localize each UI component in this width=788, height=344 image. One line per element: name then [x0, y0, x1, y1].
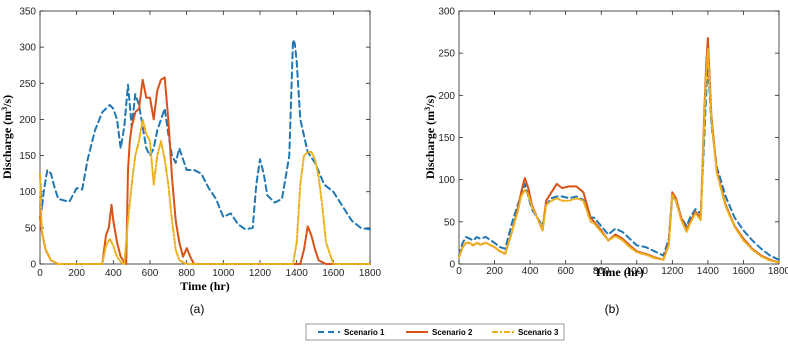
plot-area-a [39, 10, 371, 265]
y-tick-label: 50 [444, 217, 456, 228]
y-ticks-a: 0 50 100 150 200 250 300 350 [19, 7, 370, 271]
y-tick-label: 0 [449, 260, 455, 271]
x-tick-label: 1000 [626, 266, 649, 277]
x-tick-label: 1800 [359, 268, 382, 279]
x-tick-label: 200 [486, 266, 503, 277]
y-tick-label: 100 [438, 175, 455, 186]
y-tick-label: 50 [25, 223, 37, 234]
y-tick-label: 150 [438, 133, 455, 144]
y-tick-label: 0 [30, 260, 36, 271]
x-tick-label: 1200 [249, 268, 272, 279]
x-tick-label: 800 [178, 268, 195, 279]
y-tick-label: 350 [19, 7, 36, 18]
x-tick-label: 400 [522, 266, 539, 277]
x-axis-label-b: Time (hr) [594, 265, 643, 279]
x-ticks-b: 0 200 400 600 800 1000 1200 1400 1600 1800 [456, 11, 788, 277]
series-group-a [39, 38, 371, 265]
series-line-3 [458, 48, 780, 264]
x-tick-label: 600 [142, 268, 159, 279]
x-tick-label: 1600 [732, 266, 755, 277]
x-ticks-a: 0 200 400 600 800 1000 1200 1400 1600 1800 [37, 11, 382, 279]
legend-label-3: Scenario 3 [518, 328, 559, 337]
x-tick-label: 0 [37, 268, 43, 279]
y-tick-label: 100 [19, 187, 36, 198]
panel-caption-a: (a) [190, 302, 205, 316]
legend-items: Scenario 1 Scenario 2 Scenario 3 [318, 328, 559, 337]
y-ticks-b: 0 50 100 150 200 250 300 [438, 7, 779, 271]
chart-panel-b: 0 50 100 150 200 250 300 0 200 400 600 800 1000 1200… [423, 7, 788, 317]
panel-caption-b: (b) [605, 302, 620, 316]
series-line-3 [39, 118, 371, 265]
x-tick-label: 1600 [322, 268, 345, 279]
x-tick-label: 1000 [212, 268, 235, 279]
legend-label-2: Scenario 2 [432, 328, 473, 337]
legend: Scenario 1 Scenario 2 Scenario 3 [305, 323, 565, 341]
x-tick-label: 1400 [286, 268, 309, 279]
plot-area-b [458, 10, 780, 265]
y-axis-label-b: Discharge (m3/s) [423, 95, 438, 179]
y-tick-label: 300 [438, 7, 455, 18]
legend-box [305, 323, 565, 341]
y-tick-label: 300 [19, 43, 36, 54]
x-tick-label: 1800 [768, 266, 788, 277]
y-tick-label: 200 [438, 91, 455, 102]
y-tick-label: 250 [438, 49, 455, 60]
x-tick-label: 0 [456, 266, 462, 277]
series-group-b [458, 37, 780, 264]
y-tick-label: 250 [19, 79, 36, 90]
x-tick-label: 1200 [661, 266, 684, 277]
x-tick-label: 400 [105, 268, 122, 279]
legend-label-1: Scenario 1 [344, 328, 385, 337]
x-tick-label: 200 [68, 268, 85, 279]
y-tick-label: 150 [19, 151, 36, 162]
x-tick-label: 800 [593, 266, 610, 277]
x-axis-label-a: Time (hr) [180, 279, 229, 293]
x-tick-label: 1400 [697, 266, 720, 277]
series-line-1 [39, 38, 371, 231]
y-axis-label-a: Discharge (m3/s) [0, 95, 14, 179]
x-tick-label: 600 [557, 266, 574, 277]
y-tick-label: 200 [19, 115, 36, 126]
series-line-1 [458, 60, 780, 261]
chart-panel-a: 0 50 100 150 200 250 300 350 0 200 400 600 800 1000 1… [0, 7, 382, 317]
